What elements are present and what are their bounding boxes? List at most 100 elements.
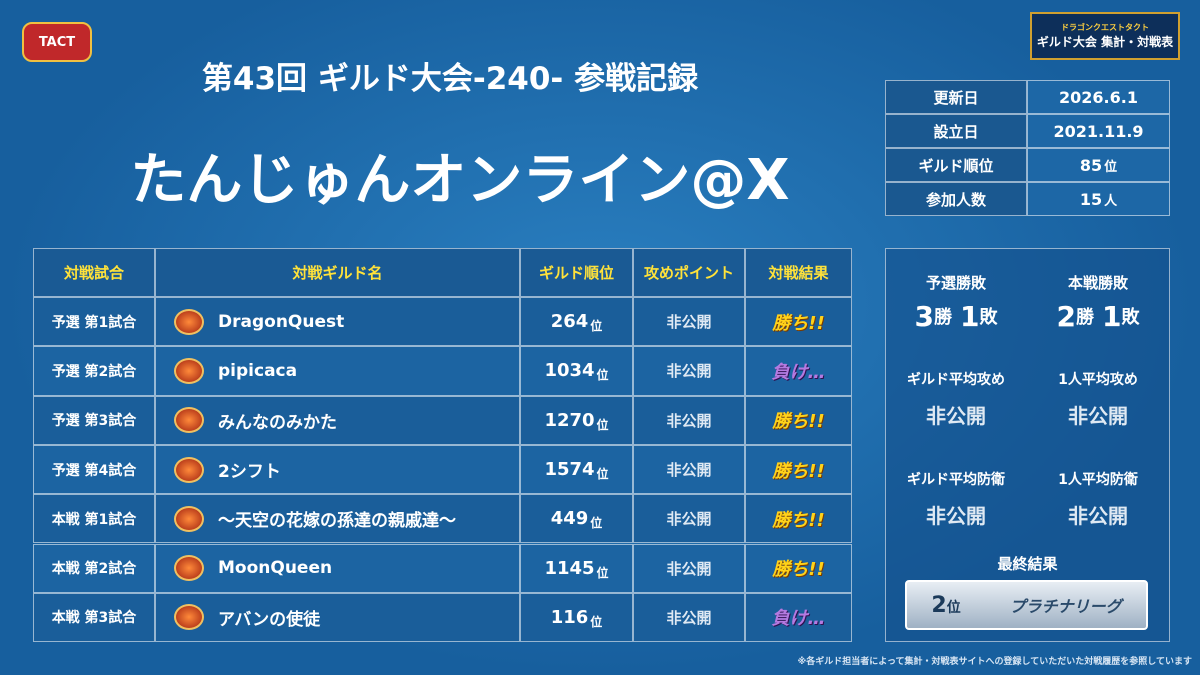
guild-cell: MoonQueen: [155, 543, 520, 593]
guild-name: MoonQueen: [218, 558, 333, 579]
points: 非公開: [666, 510, 712, 529]
stat-value: 非公開: [885, 397, 1027, 431]
result-cell: 勝ち!!: [745, 297, 852, 347]
vs-icon: [174, 308, 204, 335]
rank-cell: 1574 位: [520, 444, 633, 495]
summary-panel: [885, 248, 1170, 642]
match-cell: 本戦 第1試合: [33, 494, 155, 544]
record-label: 本戦勝敗: [1027, 268, 1169, 296]
rank-cell: 116 位: [520, 592, 633, 643]
result: 負け…: [771, 608, 826, 630]
info-value: 15 人: [1027, 182, 1170, 216]
rank-unit: 位: [596, 467, 609, 482]
guild-name: ～天空の花嫁の孫達の親戚達～: [218, 511, 456, 532]
stat-value: 非公開: [1027, 497, 1169, 531]
column-header-text: ギルド順位: [538, 264, 614, 282]
points: 非公開: [666, 608, 712, 627]
loss-unit: 敗: [979, 307, 998, 328]
win-unit: 勝: [934, 307, 952, 328]
rank: 1034: [544, 360, 595, 382]
vs-icon: [174, 357, 204, 384]
points: 非公開: [666, 313, 712, 332]
stat-value-text: 非公開: [926, 403, 986, 428]
info-value-text: 15: [1079, 189, 1103, 209]
guild-cell: pipicaca: [155, 346, 520, 396]
place-unit: 位: [946, 599, 961, 616]
match: 予選 第4試合: [51, 462, 137, 479]
footnote: ※各ギルド担当者によって集計・対戦表サイトへの登録していただいた対戦履歴を参照し…: [797, 657, 1193, 667]
rank-unit: 位: [596, 565, 609, 580]
column-header: 対戦ギルド名: [155, 248, 520, 297]
result-cell: 勝ち!!: [745, 543, 852, 593]
match-cell: 予選 第2試合: [33, 346, 155, 396]
stat-label: 1人平均攻め: [1027, 365, 1169, 393]
match-cell: 予選 第1試合: [33, 297, 155, 347]
info-value: 2026.6.1: [1027, 80, 1170, 114]
stat-value-text: 非公開: [1068, 403, 1128, 428]
place: 2: [931, 592, 947, 618]
info-label-text: 更新日: [933, 88, 979, 107]
guild-name: 2シフト: [218, 462, 281, 483]
stat-label-text: ギルド平均攻め: [907, 372, 1005, 388]
info-value-text: 2026.6.1: [1059, 87, 1138, 107]
vs-icon: [174, 505, 204, 532]
result: 勝ち!!: [772, 411, 825, 433]
stat-label: ギルド平均攻め: [885, 365, 1027, 393]
guild-cell: ～天空の花嫁の孫達の親戚達～: [155, 494, 520, 544]
logo-left: TACT: [22, 22, 92, 62]
guild-cell: アバンの使徒: [155, 592, 520, 643]
guild-cell: 2シフト: [155, 444, 520, 495]
rank-unit: 位: [590, 516, 603, 531]
info-value-text: 2021.11.9: [1053, 121, 1144, 141]
info-value: 2021.11.9: [1027, 114, 1170, 148]
guild-name: DragonQuest: [218, 311, 345, 332]
info-unit: 人: [1104, 193, 1118, 209]
rank: 449: [550, 508, 589, 530]
match: 本戦 第2試合: [51, 561, 137, 578]
vs-icon: [174, 407, 204, 434]
points-cell: 非公開: [633, 494, 745, 544]
rank-cell: 1034 位: [520, 346, 633, 396]
rank-cell: 1145 位: [520, 543, 633, 593]
title: 第43回 ギルド大会-240- 参戦記録: [201, 60, 699, 97]
win-unit: 勝: [1076, 307, 1094, 328]
column-header: 攻めポイント: [633, 248, 745, 297]
result: 勝ち!!: [772, 460, 825, 482]
match: 本戦 第3試合: [51, 610, 137, 627]
league: プラチナリーグ: [1009, 597, 1122, 616]
points-cell: 非公開: [633, 346, 745, 396]
rank-cell: 1270 位: [520, 395, 633, 445]
column-header: ギルド順位: [520, 248, 633, 297]
stat-value: 非公開: [1027, 397, 1169, 431]
info-label: ギルド順位: [885, 148, 1027, 182]
column-header: 対戦結果: [745, 248, 852, 297]
points-cell: 非公開: [633, 297, 745, 347]
info-label: 参加人数: [885, 182, 1027, 216]
logo-line: ギルド大会 集計・対戦表: [1036, 35, 1174, 49]
stat-label-text: 1人平均攻め: [1058, 372, 1138, 388]
column-header: 対戦試合: [33, 248, 155, 297]
result: 勝ち!!: [772, 509, 825, 531]
stat-value-text: 非公開: [926, 503, 986, 528]
stat-label-text: ギルド平均防衛: [907, 472, 1005, 488]
vs-icon: [174, 456, 204, 483]
guild-name: たんじゅんオンライン@X: [130, 147, 790, 213]
logo-line: ドラゴンクエストタクト: [1061, 23, 1149, 32]
vs-icon: [174, 604, 204, 631]
column-header-text: 攻めポイント: [643, 264, 734, 282]
rank-unit: 位: [596, 368, 609, 383]
wins: 3: [914, 299, 934, 333]
info-unit: 位: [1104, 159, 1118, 175]
points: 非公開: [666, 362, 712, 381]
result-cell: 勝ち!!: [745, 494, 852, 544]
losses: 1: [960, 299, 980, 333]
loss-unit: 敗: [1121, 307, 1140, 328]
rank-unit: 位: [596, 417, 609, 432]
points-cell: 非公開: [633, 395, 745, 445]
losses: 1: [1102, 299, 1122, 333]
result-cell: 勝ち!!: [745, 444, 852, 495]
info-label-text: 設立日: [933, 122, 979, 141]
rank: 1574: [544, 459, 595, 481]
